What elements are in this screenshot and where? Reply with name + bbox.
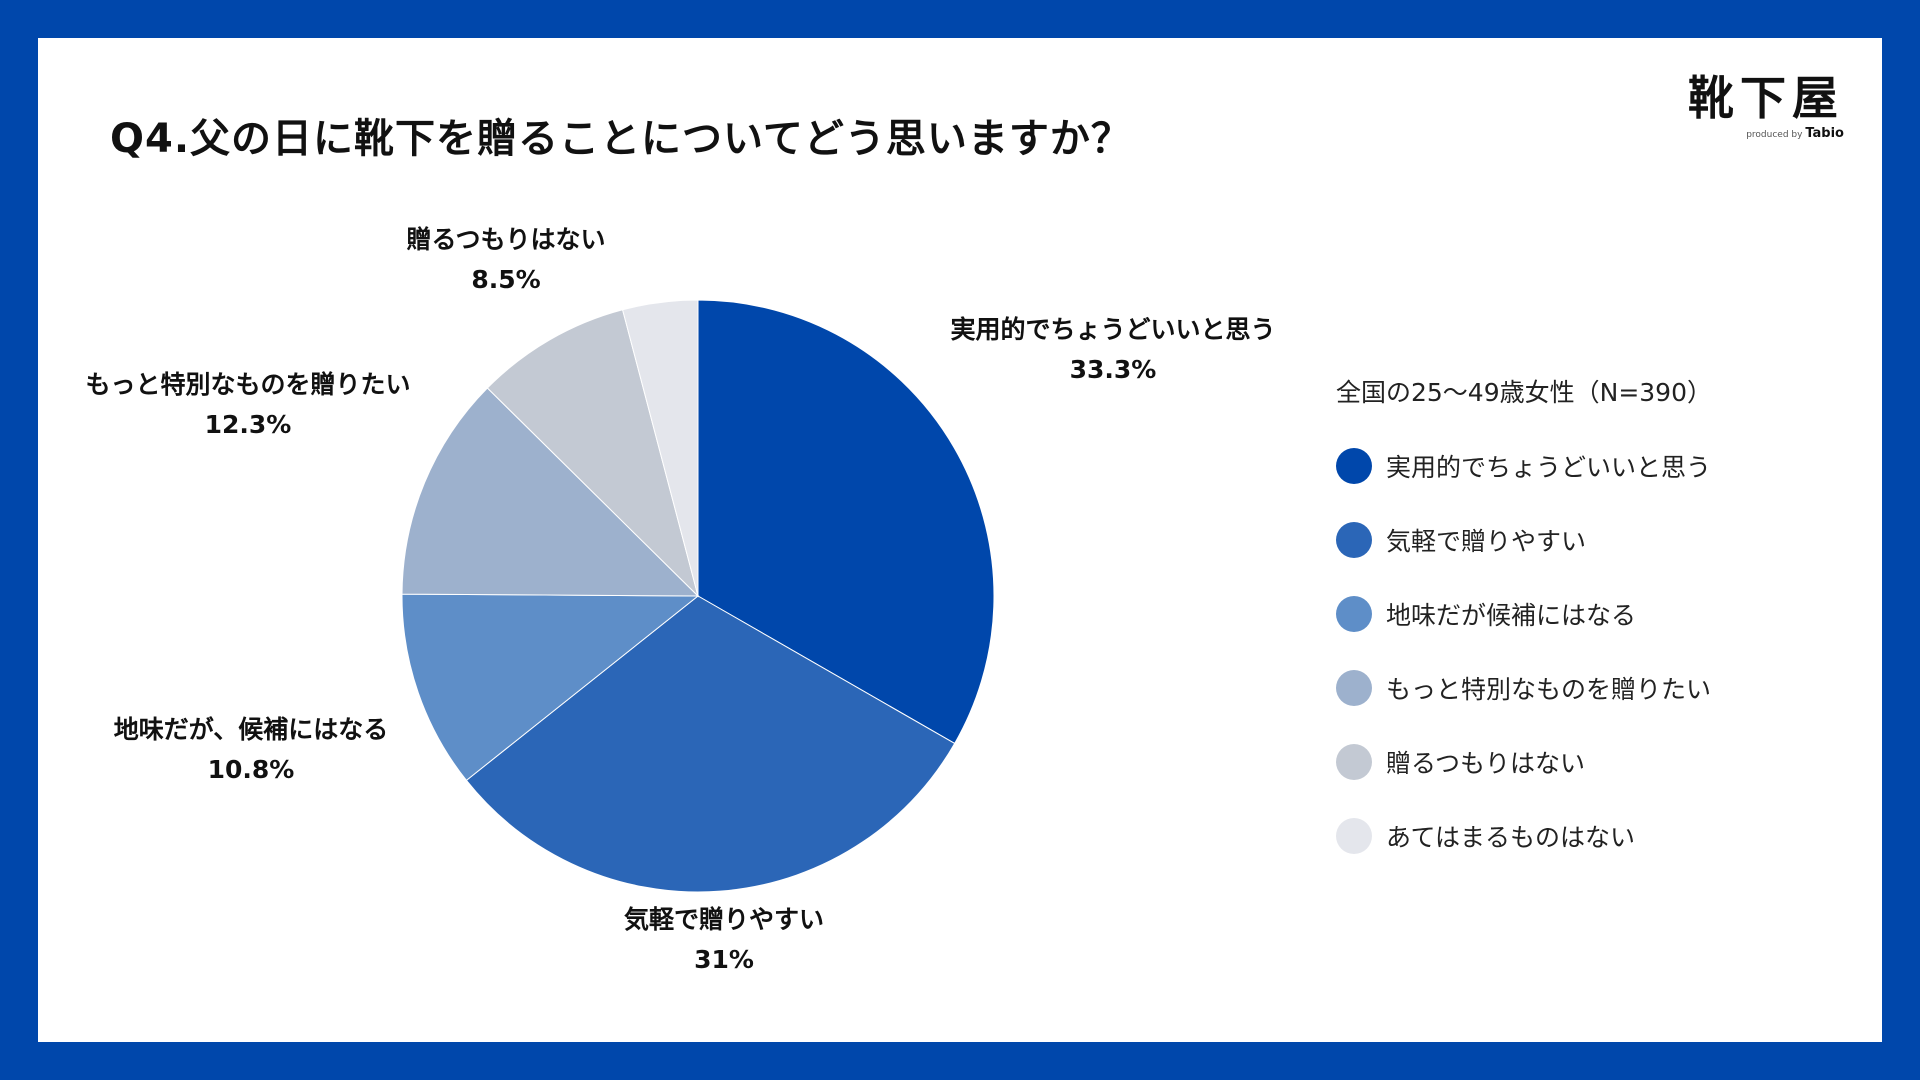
legend-item-5: あてはまるものはない [1336, 799, 1712, 873]
slice-label-1: 気軽で贈りやすい [624, 905, 824, 934]
slice-label-0: 実用的でちょうどいいと思う [950, 315, 1275, 344]
legend-swatch-2 [1336, 596, 1372, 632]
legend-caption: 全国の25〜49歳女性（N=390） [1336, 378, 1712, 407]
pie-chart: 実用的でちょうどいいと思う 33.3% 気軽で贈りやすい 31% 地味だが、候補にはなる… [85, 225, 1275, 974]
legend-label-1: 気軽で贈りやすい [1386, 527, 1587, 556]
brand-logo-brand: Tabio [1805, 126, 1844, 141]
slice-value-4: 8.5% [471, 265, 540, 294]
legend-label-2: 地味だが候補にはなる [1386, 601, 1637, 630]
pie-slice-5 [621, 299, 699, 597]
chart-card: Q4.父の日に靴下を贈ることについてどう思いますか？ 靴下屋 produced … [38, 38, 1882, 1042]
legend-label-0: 実用的でちょうどいいと思う [1386, 453, 1712, 482]
legend-item-2: 地味だが候補にはなる [1336, 577, 1712, 651]
legend-item-3: もっと特別なものを贈りたい [1336, 651, 1712, 725]
brand-logo-mark: 靴下屋 [1688, 71, 1844, 125]
brand-logo: 靴下屋 produced by Tabio [1688, 72, 1844, 141]
legend-swatch-5 [1336, 818, 1372, 854]
pie-slice-3 [401, 387, 700, 597]
pie-slice-2 [401, 593, 700, 782]
slice-value-0: 33.3% [1070, 355, 1157, 384]
slice-label-2: 地味だが、候補にはなる [114, 715, 389, 744]
slice-value-3: 12.3% [205, 410, 292, 439]
chart-title: Q4.父の日に靴下を贈ることについてどう思いますか？ [110, 116, 1132, 162]
legend-swatch-1 [1336, 522, 1372, 558]
legend-label-3: もっと特別なものを贈りたい [1386, 675, 1712, 704]
slice-label-4: 贈るつもりはない [406, 225, 605, 254]
legend-items: 実用的でちょうどいいと思う 気軽で贈りやすい地味だが候補にはなるもっと特別なものを… [1336, 429, 1712, 873]
legend-label-4: 贈るつもりはない [1386, 749, 1586, 778]
legend-item-4: 贈るつもりはない [1336, 725, 1712, 799]
legend-swatch-3 [1336, 670, 1372, 706]
legend-swatch-4 [1336, 744, 1372, 780]
pie-slice-1 [465, 595, 956, 893]
legend-swatch-0 [1336, 448, 1372, 484]
legend-item-1: 気軽で贈りやすい [1336, 503, 1712, 577]
legend: 全国の25〜49歳女性（N=390） 実用的でちょうどいいと思う 気軽で贈りやすい… [1336, 373, 1712, 873]
slice-value-2: 10.8% [208, 755, 295, 784]
brand-logo-sub: produced by Tabio [1688, 126, 1844, 141]
brand-logo-prefix: produced by [1746, 130, 1803, 140]
pie-slice-4 [486, 309, 699, 598]
slice-value-1: 31% [694, 945, 754, 974]
legend-item-0: 実用的でちょうどいいと思う [1336, 429, 1712, 503]
slice-label-3: もっと特別なものを贈りたい [85, 370, 410, 399]
legend-label-5: あてはまるものはない [1386, 823, 1636, 852]
pie-slice-0 [697, 299, 995, 745]
